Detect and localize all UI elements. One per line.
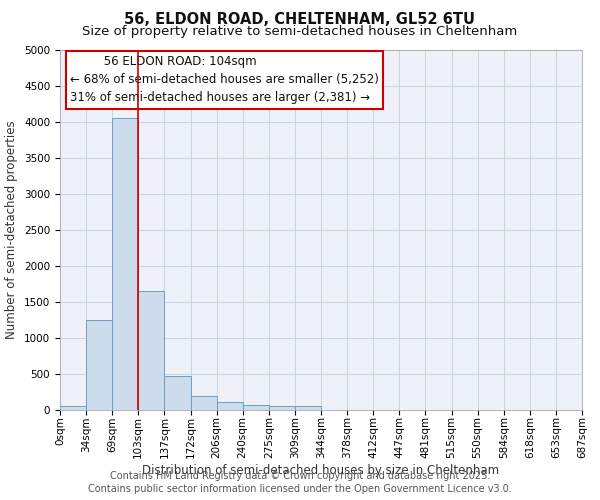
Bar — [191, 396, 217, 410]
Text: Contains HM Land Registry data © Crown copyright and database right 2025.
Contai: Contains HM Land Registry data © Crown c… — [88, 471, 512, 494]
Bar — [164, 376, 191, 410]
Text: Size of property relative to semi-detached houses in Cheltenham: Size of property relative to semi-detach… — [82, 25, 518, 38]
X-axis label: Distribution of semi-detached houses by size in Cheltenham: Distribution of semi-detached houses by … — [142, 464, 500, 477]
Bar — [295, 406, 321, 410]
Text: 56 ELDON ROAD: 104sqm
← 68% of semi-detached houses are smaller (5,252)
31% of s: 56 ELDON ROAD: 104sqm ← 68% of semi-deta… — [70, 56, 379, 104]
Y-axis label: Number of semi-detached properties: Number of semi-detached properties — [5, 120, 19, 340]
Bar — [139, 291, 164, 410]
Bar — [86, 320, 112, 410]
Text: 56, ELDON ROAD, CHELTENHAM, GL52 6TU: 56, ELDON ROAD, CHELTENHAM, GL52 6TU — [125, 12, 476, 28]
Bar — [269, 406, 295, 410]
Bar — [60, 406, 86, 410]
Bar — [217, 402, 243, 410]
Bar — [243, 406, 269, 410]
Bar — [112, 118, 139, 410]
